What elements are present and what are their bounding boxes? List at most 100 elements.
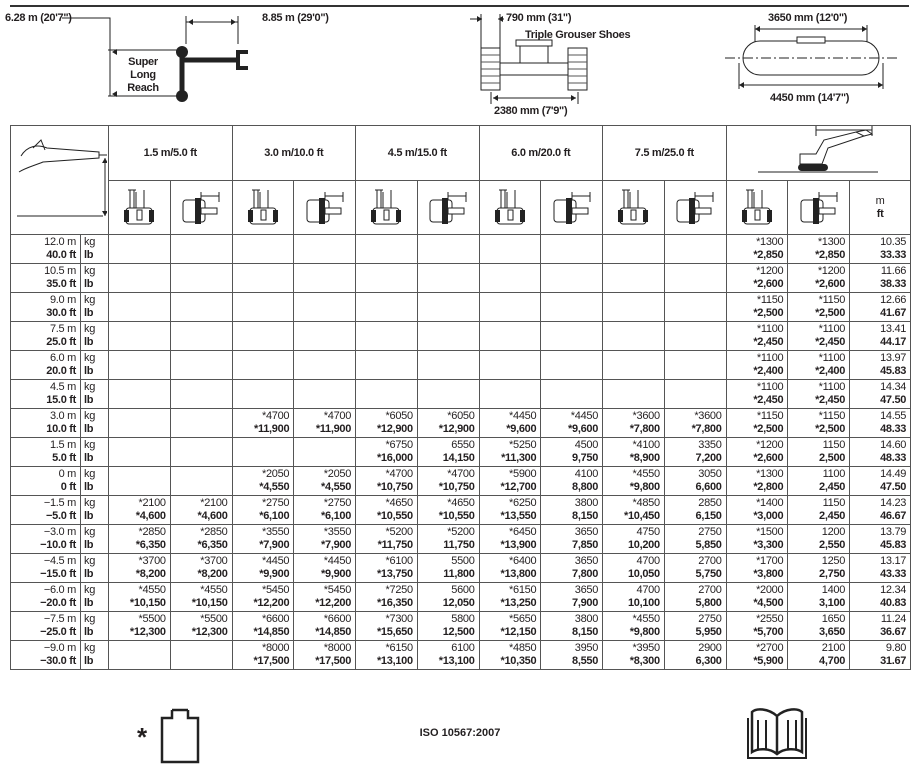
value-kg: *1200 [817,265,846,277]
capacity-cell-empty [663,379,727,409]
capacity-cell: *2550 *5,700 [725,611,789,641]
value-kg: 12.34 [880,584,907,596]
capacity-cell-empty [293,263,357,293]
value-lb: *10,150 [129,597,166,609]
value-lb: *10,150 [191,597,228,609]
radius-header-4: 6.0 m/20.0 ft [478,125,604,181]
value-lb: *3,800 [753,568,784,580]
capacity-cell: *5200 11,750 [416,524,480,554]
unit-labels: kg lb [80,611,109,641]
capacity-cell: *5500 *12,300 [169,611,233,641]
over-side-icon-cell [787,180,851,235]
value-kg: 1150 [822,439,846,451]
table-row: −4.5 m −15.0 ft kg lb *3700 *8,200 *3700 *8,200… [10,553,912,583]
capacity-cell: 5800 12,500 [416,611,480,641]
over-side-icon-cell [540,180,604,235]
value-lb: 2,450 [819,481,846,493]
load-height: 12.0 m 40.0 ft [10,234,81,264]
value-lb: *9,800 [629,626,660,638]
value-lb: 7,900 [572,597,599,609]
capacity-cell: *4700 *10,750 [355,466,418,496]
value-lb: lb [84,597,94,609]
capacity-cell: 2900 6,300 [663,640,727,670]
max-reach-value: 13.41 44.17 [849,321,912,351]
capacity-cell: *1100 *2,400 [725,350,789,380]
value-lb: *7,900 [321,539,352,551]
capacity-cell: *5250 *11,300 [478,437,542,467]
value-lb: *13,250 [500,597,537,609]
load-height-icon [16,139,109,217]
value-lb: *2,600 [753,452,784,464]
value-lb: *9,600 [506,423,537,435]
capacity-cell-empty [540,321,604,351]
track-length-label: 4450 mm (14'7") [770,92,850,104]
value-lb: 36.67 [880,626,907,638]
value-kg: kg [84,555,96,567]
value-kg: 1250 [821,555,846,567]
capacity-cell-empty [478,263,542,293]
capacity-cell-empty [231,321,295,351]
unit-labels: kg lb [80,234,109,264]
value-lb: lb [84,394,94,406]
value-kg: 1150 [822,497,846,509]
value-kg: *4450 [570,410,599,422]
value-lb: *11,900 [254,423,290,435]
value-lb: *13,800 [500,568,537,580]
value-kg: *3950 [632,642,661,654]
value-lb: −15.0 ft [40,568,76,580]
capacity-cell-empty [231,350,295,380]
capacity-cell: 5600 12,050 [416,582,480,612]
capacity-cell: 1400 3,100 [787,582,851,612]
unit-m: m [875,194,885,207]
value-lb: *13,550 [500,510,537,522]
value-lb: 3,650 [819,626,846,638]
value-lb: *12,150 [500,626,537,638]
value-kg: *7250 [385,584,414,596]
unit-labels: kg lb [80,582,109,612]
capacity-cell-empty [231,292,295,322]
value-lb: 6,300 [695,655,722,667]
capacity-cell: *6100 *13,750 [355,553,418,583]
capacity-cell: *8000 *17,500 [231,640,295,670]
value-lb: *2,450 [753,336,784,348]
capacity-cell: *6400 *13,800 [478,553,542,583]
value-kg: kg [84,468,96,480]
value-kg: 2750 [698,526,722,538]
value-kg: *6050 [385,410,414,422]
value-kg: *1300 [756,236,784,248]
value-kg: *1200 [756,439,784,451]
capacity-cell-empty [602,350,665,380]
value-lb: −25.0 ft [40,626,76,638]
value-lb: *2,500 [753,307,784,319]
value-lb: *4,550 [259,481,290,493]
table-row: −6.0 m −20.0 ft kg lb *4550 *10,150 *4550 *10,1… [10,582,912,612]
capacity-cell-empty [231,234,295,264]
load-height: −3.0 m −10.0 ft [10,524,81,554]
value-kg: 10.5 m [44,265,76,277]
capacity-cell: 1650 3,650 [787,611,851,641]
capacity-cell-empty [478,321,542,351]
load-height: −7.5 m −25.0 ft [10,611,81,641]
capacity-cell: *1200 *2,600 [787,263,851,293]
value-kg: 2700 [698,555,722,567]
value-lb: 10,200 [627,539,660,551]
value-lb: *2,850 [815,249,846,261]
lift-capacity-table: 1.5 m/5.0 ft 3.0 m/10.0 ft 4.5 m/15.0 ft… [10,125,912,670]
value-lb: *10,450 [623,510,660,522]
value-lb: *4,600 [197,510,228,522]
value-lb: 4,700 [819,655,846,667]
load-height: 1.5 m 5.0 ft [10,437,81,467]
capacity-cell: 2750 5,850 [663,524,727,554]
capacity-cell: *5450 *12,200 [231,582,295,612]
unit-labels: kg lb [80,553,109,583]
value-lb: *2,400 [815,365,846,377]
value-kg: *6150 [509,584,537,596]
value-lb: 7,200 [695,452,722,464]
capacity-cell: *4850 *10,350 [478,640,542,670]
capacity-cell: 4100 8,800 [540,466,604,496]
table-row: 10.5 m 35.0 ft kg lb *1200 *2,600 *1200 *2,600 1… [10,263,912,293]
capacity-cell: *5900 *12,700 [478,466,542,496]
capacity-cell: *6600 *14,850 [293,611,357,641]
capacity-cell: *4650 *10,550 [416,495,480,525]
